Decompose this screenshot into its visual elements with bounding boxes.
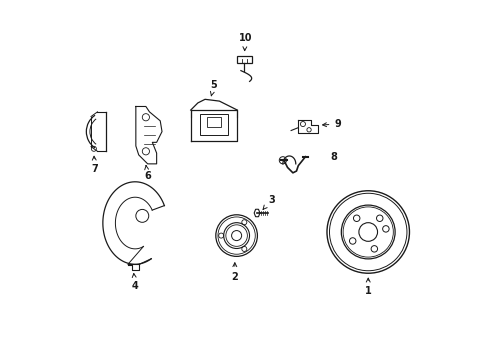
Text: 2: 2 (231, 263, 238, 282)
Text: 8: 8 (330, 152, 337, 162)
Text: 5: 5 (210, 80, 217, 96)
Text: 4: 4 (131, 274, 138, 291)
Text: 6: 6 (144, 166, 151, 181)
Bar (236, 55, 252, 63)
Text: 1: 1 (364, 278, 371, 296)
Text: 10: 10 (238, 33, 251, 51)
Bar (200, 114, 227, 135)
Text: 9: 9 (322, 119, 341, 129)
Bar (206, 117, 221, 127)
Text: 3: 3 (263, 195, 274, 210)
Text: 7: 7 (91, 156, 98, 174)
